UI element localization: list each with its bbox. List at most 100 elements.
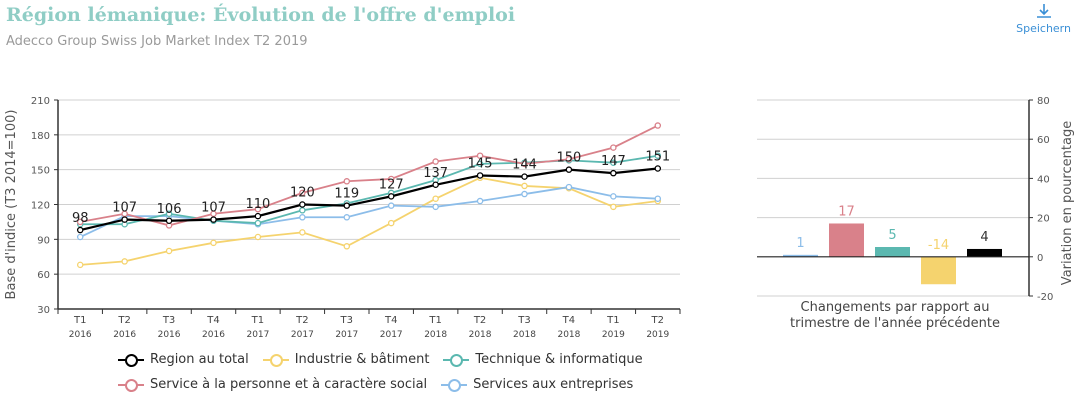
data-point-total xyxy=(476,172,484,179)
data-point-industrie xyxy=(299,229,306,236)
legend-label: Services aux entreprises xyxy=(473,377,634,392)
save-label: Speichern xyxy=(1016,22,1071,35)
data-label: 107 xyxy=(112,201,137,216)
bar-label: 1 xyxy=(796,236,804,251)
x-tick-label-year: 2019 xyxy=(646,330,669,340)
x-tick-label-year: 2018 xyxy=(513,330,536,340)
data-point-total xyxy=(387,193,395,200)
legend-item-service[interactable]: Service à la personne et à caractère soc… xyxy=(118,377,427,392)
y-tick-label: 60 xyxy=(1037,135,1050,146)
data-point-total xyxy=(610,169,617,177)
data-label: 150 xyxy=(557,151,582,166)
data-point-entreprises xyxy=(343,214,351,221)
bar-entreprises xyxy=(783,254,818,257)
data-label: 144 xyxy=(512,158,537,173)
x-tick-label-quarter: T2 xyxy=(473,315,486,326)
x-tick-label-year: 2017 xyxy=(291,330,314,340)
chart-title: Région lémanique: Évolution de l'offre d… xyxy=(6,4,516,26)
bar-total xyxy=(967,248,1002,257)
legend-marker-icon xyxy=(118,378,144,392)
y-tick-label: 210 xyxy=(31,96,50,107)
data-label: 145 xyxy=(468,156,493,171)
data-point-total xyxy=(299,201,306,208)
data-point-service xyxy=(521,160,528,168)
data-point-service xyxy=(476,152,484,159)
x-tick-label-year: 2016 xyxy=(202,330,225,340)
legend-marker-icon xyxy=(441,378,468,392)
data-point-industrie xyxy=(76,261,84,269)
bar-industrie xyxy=(921,256,956,285)
data-point-service xyxy=(343,178,351,185)
download-icon xyxy=(1036,4,1051,18)
data-label: 119 xyxy=(334,187,359,202)
y-tick-label: 30 xyxy=(37,305,50,316)
data-point-industrie xyxy=(254,233,262,241)
data-point-industrie xyxy=(343,243,351,250)
series-total: 98 107 106 107 110 120 119 127 137 145 144 150 147 15… xyxy=(72,150,670,234)
data-point-service xyxy=(76,218,84,226)
data-point-industrie xyxy=(210,239,217,247)
y-tick-label: 20 xyxy=(1037,214,1050,225)
data-point-technique xyxy=(610,159,617,166)
data-label: 147 xyxy=(601,154,626,169)
data-label: 127 xyxy=(379,177,404,192)
data-point-entreprises xyxy=(476,197,484,205)
legend-item-total[interactable]: Region au total xyxy=(118,352,249,367)
x-tick-label-year: 2017 xyxy=(335,330,358,340)
data-point-total xyxy=(210,216,217,223)
x-tick-label-quarter: T3 xyxy=(517,315,530,326)
legend-label: Technique & informatique xyxy=(475,352,643,367)
data-label: 107 xyxy=(201,201,226,216)
x-tick-label-quarter: T1 xyxy=(73,315,86,326)
data-point-entreprises xyxy=(299,214,306,221)
legend-row-1: Region au total Industrie & bâtiment Techn… xyxy=(118,352,643,367)
legend-row-2: Service à la personne et à caractère soc… xyxy=(118,377,633,392)
y-tick-label: -20 xyxy=(1037,292,1053,303)
x-tick-label-year: 2016 xyxy=(69,330,92,340)
legend-item-technique[interactable]: Technique & informatique xyxy=(443,352,643,367)
y-tick-label: 180 xyxy=(31,131,50,142)
y-tick-label: 120 xyxy=(31,201,50,212)
x-tick-label-quarter: T1 xyxy=(251,315,264,326)
x-tick-label-quarter: T2 xyxy=(295,315,308,326)
x-tick-label-quarter: T4 xyxy=(562,315,575,326)
x-tick-label-quarter: T1 xyxy=(428,315,441,326)
bar-service xyxy=(829,223,864,257)
data-point-total xyxy=(565,166,573,173)
y-axis-label: Base d'indice (T3 2014=100) xyxy=(4,110,19,300)
data-point-entreprises xyxy=(565,183,573,191)
data-label: 137 xyxy=(423,166,448,181)
data-point-industrie xyxy=(610,203,617,211)
y-tick-label: 60 xyxy=(37,270,50,281)
bar-label: 5 xyxy=(888,228,896,243)
series-line-total xyxy=(79,167,658,232)
legend-item-industrie[interactable]: Industrie & bâtiment xyxy=(262,352,429,367)
y-tick-label: 150 xyxy=(31,166,50,177)
x-tick-label-quarter: T3 xyxy=(162,315,175,326)
data-point-service xyxy=(254,205,262,213)
x-tick-label-year: 2017 xyxy=(246,330,269,340)
y-tick-label: 90 xyxy=(37,235,50,246)
data-point-service xyxy=(565,155,573,163)
data-point-industrie xyxy=(121,258,128,265)
legend-marker-icon xyxy=(443,353,470,367)
data-label: 110 xyxy=(246,197,271,212)
legend-item-entreprises[interactable]: Services aux entreprises xyxy=(441,377,633,392)
x-tick-label-quarter: T4 xyxy=(206,315,219,326)
data-point-technique xyxy=(654,152,662,159)
y-tick-label: 0 xyxy=(1037,253,1043,264)
save-button[interactable]: Speichern xyxy=(1016,2,1071,35)
data-point-total xyxy=(343,202,351,209)
data-point-industrie xyxy=(387,219,395,227)
data-point-entreprises xyxy=(432,203,439,211)
legend-label: Service à la personne et à caractère soc… xyxy=(150,377,428,392)
bar-technique xyxy=(875,247,910,257)
data-point-technique xyxy=(476,160,484,168)
legend-marker-icon xyxy=(262,353,289,367)
x-tick-label-year: 2019 xyxy=(602,330,625,340)
x-tick-label-year: 2016 xyxy=(158,330,181,340)
data-label: 98 xyxy=(72,211,89,226)
x-tick-label-year: 2016 xyxy=(113,330,136,340)
